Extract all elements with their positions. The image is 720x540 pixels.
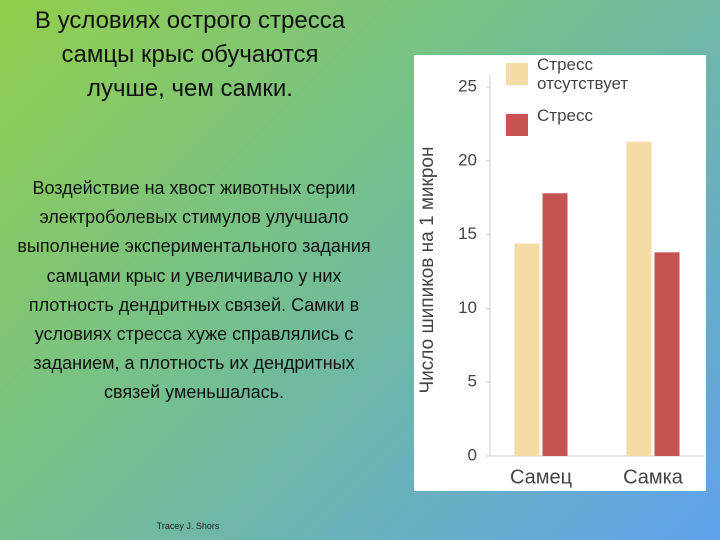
legend-swatch: [506, 63, 528, 85]
bar: [542, 193, 568, 456]
x-tick-label: Самец: [510, 466, 572, 488]
credit: Tracey J. Shors: [156, 521, 220, 531]
slide-title: В условиях острого стресса самцы крыс об…: [34, 7, 346, 102]
y-tick-label: 10: [458, 298, 477, 317]
legend-swatch: [506, 114, 528, 136]
y-tick-label: 25: [458, 76, 477, 95]
y-tick-label: 20: [458, 150, 477, 169]
legend-label: Стресс: [537, 106, 593, 125]
bar: [626, 141, 652, 456]
y-tick-label: 15: [458, 224, 477, 243]
y-axis-label: Число шипиков на 1 микрон: [417, 147, 438, 394]
legend-label: Стресс отсутствует: [537, 55, 629, 93]
bar: [514, 243, 540, 456]
slide-body: Воздействие на хвост животных серии элек…: [17, 178, 371, 403]
x-tick-label: Самка: [623, 466, 684, 488]
y-tick-label: 5: [468, 372, 477, 391]
bar: [654, 252, 680, 456]
y-tick-label: 0: [468, 445, 477, 464]
